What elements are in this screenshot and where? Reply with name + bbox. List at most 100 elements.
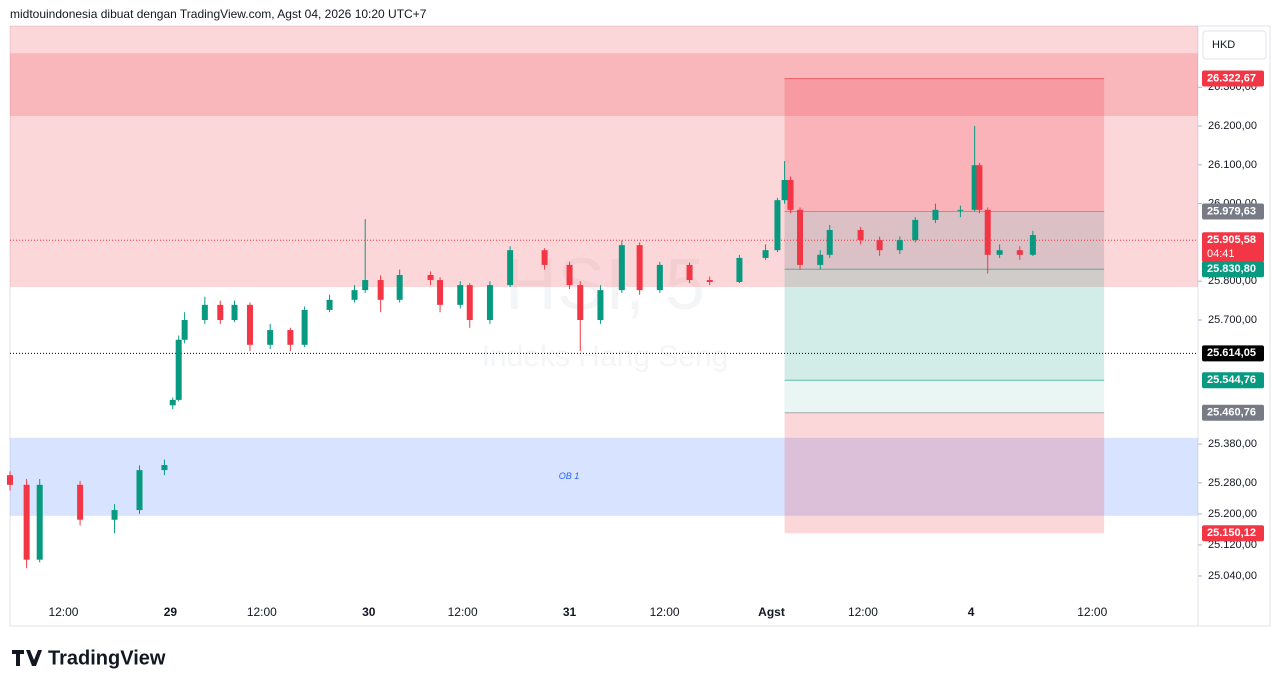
candle-body (1016, 250, 1023, 255)
candle-body (161, 465, 168, 471)
position-band (784, 269, 1105, 381)
candle-body (762, 250, 769, 258)
x-tick-label: 12:00 (848, 605, 878, 619)
candle-body (896, 240, 903, 251)
candle-body (36, 484, 43, 560)
candle-body (996, 250, 1003, 255)
candle-body (826, 230, 833, 255)
candle-body (396, 274, 403, 300)
candle-body (636, 245, 643, 291)
x-tick-label: 31 (563, 605, 577, 619)
candle-body (656, 264, 663, 291)
chart-frame (9, 25, 1271, 627)
candle-body (136, 470, 143, 511)
candle-body (787, 179, 794, 210)
candle-body (957, 209, 964, 211)
position-band (784, 211, 1105, 270)
candle-body (23, 484, 30, 560)
candle-body (175, 339, 182, 400)
candle-body (77, 484, 84, 520)
watermark: HSI, 5 (505, 245, 705, 325)
x-tick-label: 12:00 (48, 605, 78, 619)
candle-body (618, 245, 625, 291)
currency-box[interactable] (1202, 30, 1267, 60)
x-tick-label: Agst (758, 605, 785, 619)
header: midtouindonesia dibuat dengan TradingVie… (10, 7, 427, 21)
x-tick-label: 12:00 (247, 605, 277, 619)
position-band (784, 380, 1105, 413)
logo-icon (12, 650, 42, 666)
price-label: 25.460,76 (1207, 407, 1256, 419)
candle-body (971, 165, 978, 210)
candle-body (466, 285, 473, 320)
price-label: 25.614,05 (1207, 347, 1256, 359)
x-tick-label: 12:00 (650, 605, 680, 619)
candle-body (797, 209, 804, 265)
zone (10, 26, 1198, 288)
price-label-box (1202, 525, 1264, 542)
candle-body (7, 475, 13, 485)
y-tick-label: 25.700,00 (1208, 314, 1257, 326)
currency: HKD (1212, 39, 1235, 51)
y-tick-label: 25.200,00 (1208, 508, 1257, 520)
candle-body (597, 290, 604, 320)
candle-body (181, 319, 188, 340)
candle-body (201, 304, 208, 320)
candle-body (507, 250, 514, 286)
zone (10, 437, 1198, 516)
price-label-box (1202, 404, 1264, 421)
candle-body (427, 274, 434, 281)
x-tick-label: 30 (362, 605, 376, 619)
candle-body (301, 309, 308, 345)
position-band (784, 78, 1105, 212)
zone-label: OB 1 (559, 471, 580, 481)
candle-body (111, 510, 118, 520)
price-label-box (1202, 203, 1264, 220)
candle-body (169, 399, 176, 406)
countdown: 04:41 (1207, 248, 1235, 260)
candle-body (706, 280, 713, 282)
candle-body (932, 209, 939, 220)
candle-body (287, 330, 294, 345)
candle-body (457, 285, 464, 305)
y-tick-label: 25.120,00 (1208, 539, 1257, 551)
price-label: 25.979,63 (1207, 205, 1256, 217)
candle-body (267, 330, 274, 345)
price-label: 25.150,12 (1207, 527, 1256, 539)
y-tick-label: 25.040,00 (1208, 570, 1257, 582)
candle-body (351, 290, 358, 300)
candle-body (246, 304, 253, 345)
plot: OB 126.300,0026.200,0026.100,0026.000,00… (7, 26, 1264, 619)
y-tick-label: 25.380,00 (1208, 438, 1257, 450)
candle-body (774, 200, 781, 251)
candle-body (577, 285, 584, 320)
x-tick-label: 12:00 (1077, 605, 1107, 619)
x-tick-label: 29 (164, 605, 178, 619)
candle-body (566, 264, 573, 286)
candle-body (231, 304, 238, 320)
price-label-box (1202, 372, 1264, 389)
candle-body (486, 285, 493, 320)
zone (10, 53, 1198, 116)
candle-body (984, 209, 991, 255)
watermark-subtitle: Indeks Hang Seng (482, 340, 729, 373)
candle-body (781, 179, 788, 201)
candle-body (736, 257, 743, 282)
price-label: 25.905,58 (1207, 234, 1256, 246)
candle-body (377, 280, 384, 300)
y-tick-label: 25.280,00 (1208, 477, 1257, 489)
candle-body (326, 299, 333, 310)
position-band (784, 412, 1105, 534)
price-label: 26.322,67 (1207, 72, 1256, 84)
price-label: 25.544,76 (1207, 374, 1256, 386)
y-tick-label: 26.100,00 (1208, 159, 1257, 171)
logo: TradingView (48, 647, 166, 669)
candle-body (437, 280, 444, 305)
candle-body (976, 165, 983, 210)
candle-body (217, 304, 224, 320)
candle-body (362, 280, 369, 291)
y-tick-label: 25.800,00 (1208, 275, 1257, 287)
price-label-box (1202, 232, 1264, 263)
candle-body (876, 240, 883, 251)
